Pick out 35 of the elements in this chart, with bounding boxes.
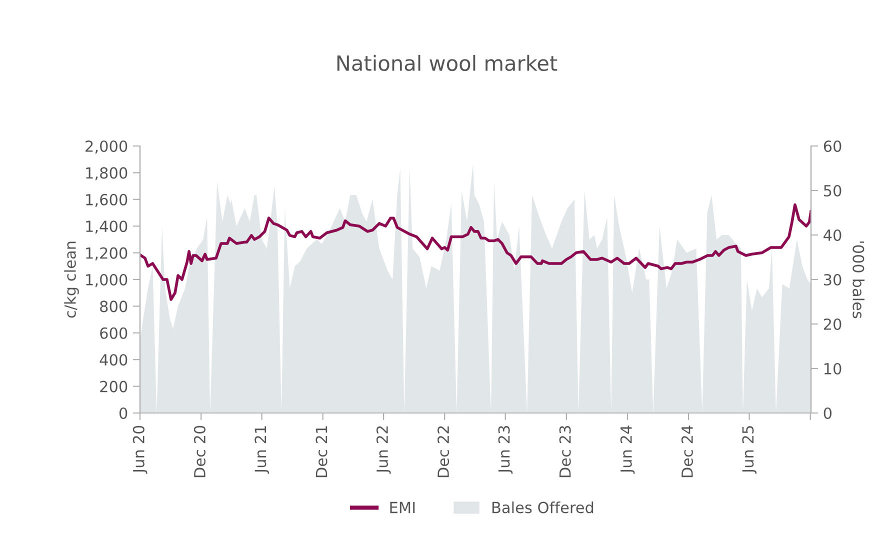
line-series [140, 203, 811, 301]
x-tick-label: Jun 22 [376, 426, 391, 474]
y-tick-label: 1,600 [86, 194, 128, 207]
y-tick-label: 1,800 [86, 167, 128, 180]
y-tick-label: 800 [100, 300, 128, 312]
y2-tick-label: 10 [824, 362, 842, 375]
x-tick-label: Jun 21 [254, 426, 270, 474]
y-tick-label: 1,200 [86, 247, 128, 260]
x-tick-label: Jun 20 [132, 426, 148, 474]
y-tick-label: 600 [100, 327, 128, 339]
x-tick-label: Jun 25 [742, 426, 757, 474]
legend-label: EMI [390, 502, 415, 514]
y2-tick-label: 50 [824, 184, 842, 197]
y-tick-label: 0 [119, 407, 128, 420]
y-tick-label: 2,000 [86, 140, 128, 154]
x-tick-label: Dec 22 [438, 426, 450, 478]
y2-tick-label: 0 [824, 407, 832, 420]
y-axis-title: c/kg clean [64, 242, 79, 318]
y2-axis-title: '000 bales [852, 242, 864, 318]
x-tick-label: Dec 23 [559, 426, 571, 478]
x-tick-label: Jun 23 [498, 426, 513, 474]
x-tick-label: Dec 21 [316, 426, 328, 478]
x-tick-label: Dec 20 [194, 426, 206, 478]
y2-tick-label: 60 [824, 140, 842, 152]
y2-tick-label: 20 [824, 318, 842, 330]
legend-label: Bales Offered [492, 501, 594, 514]
x-tick-label: Jun 24 [620, 426, 635, 474]
chart-title: National wool market [337, 54, 558, 72]
x-tick-label: Dec 24 [681, 426, 693, 478]
y2-tick-label: 40 [824, 229, 842, 242]
y-tick-label: 1,400 [86, 220, 128, 234]
y-tick-label: 1,000 [86, 274, 128, 288]
y2-tick-label: 30 [824, 274, 842, 286]
y-tick-label: 400 [100, 354, 128, 366]
y-tick-label: 200 [100, 380, 128, 392]
